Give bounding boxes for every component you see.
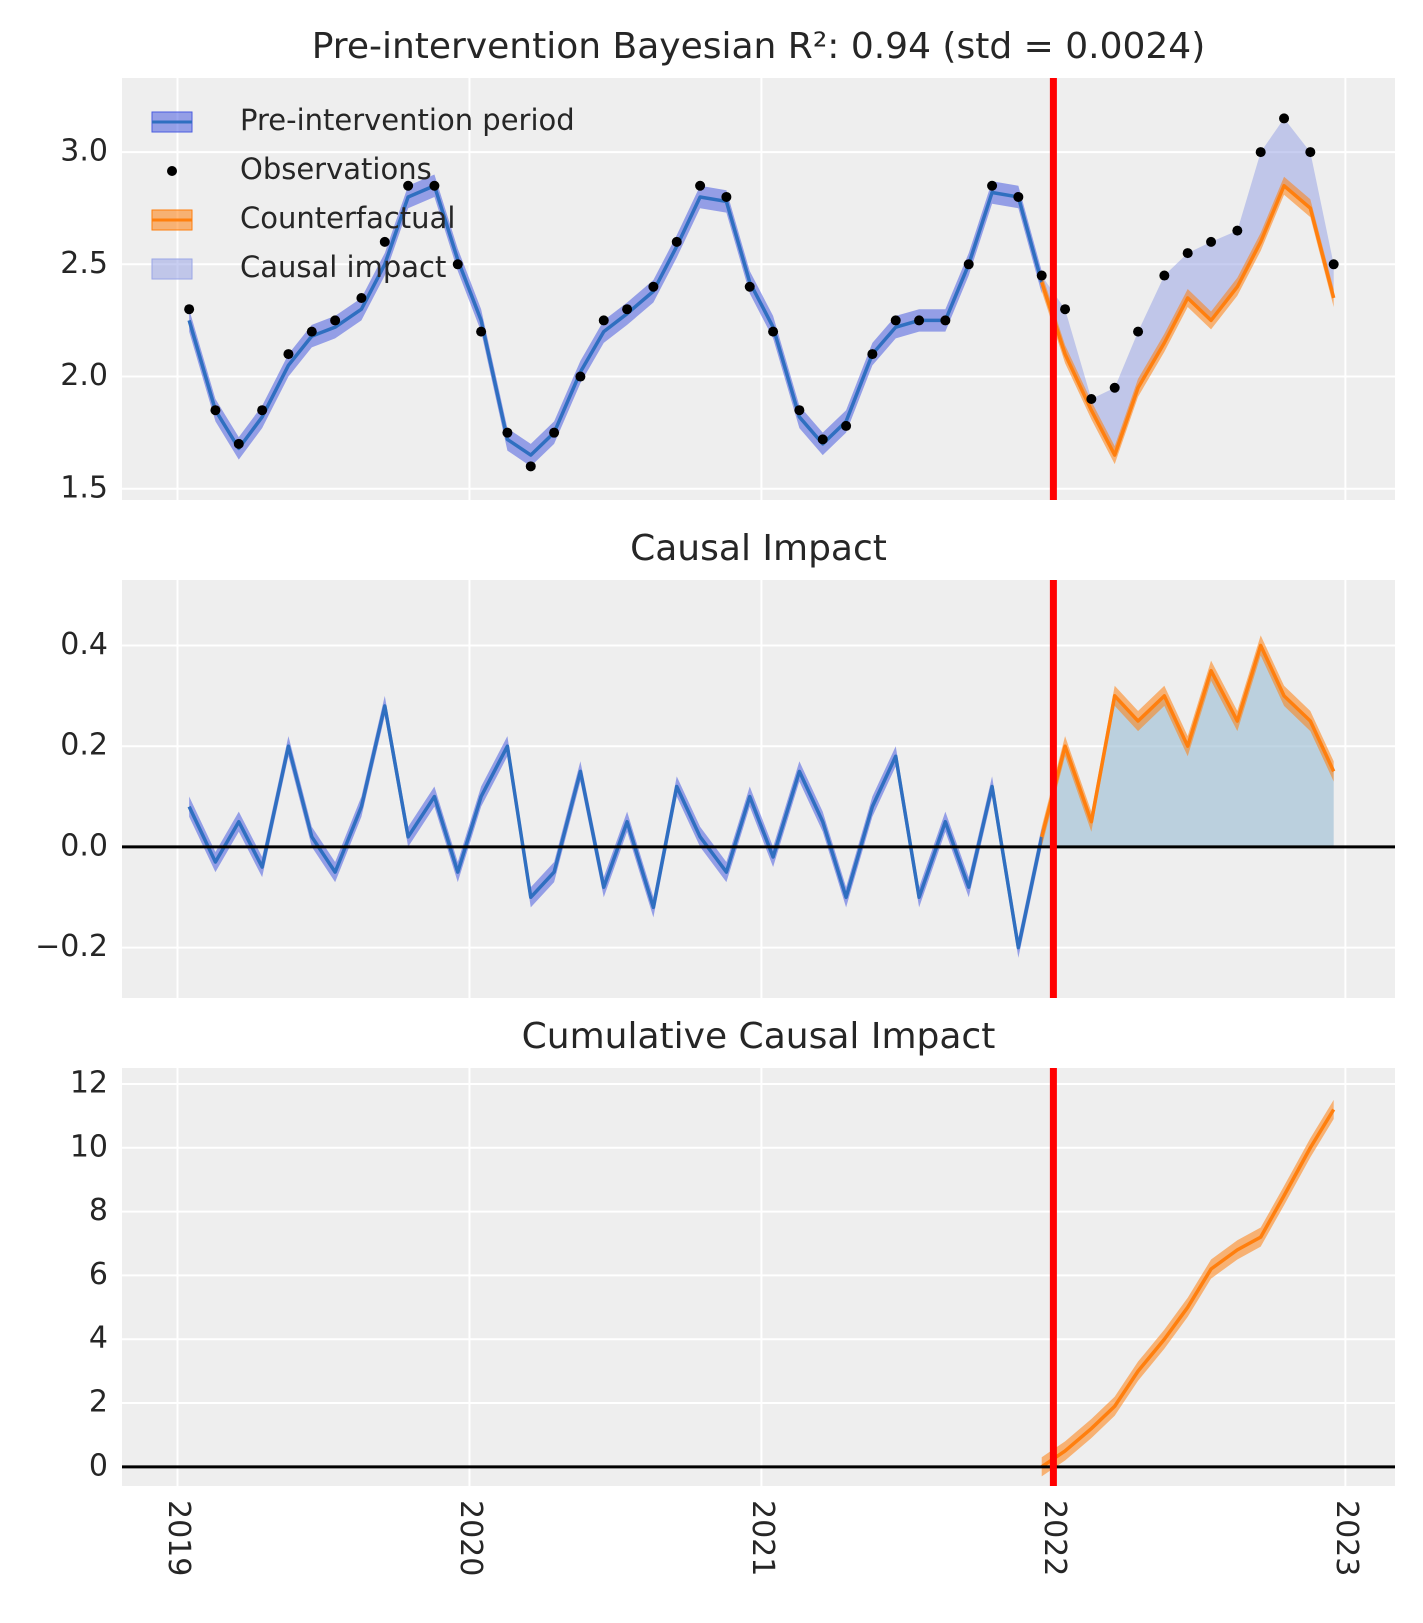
observation-point [1232,225,1243,236]
observation-point [914,315,925,326]
interval-band [1041,1099,1334,1477]
observation-point [1279,113,1290,124]
observation-point [1086,393,1097,404]
observation-point [841,420,852,431]
chart-title: Cumulative Causal Impact [522,1016,996,1057]
observation-point [1109,382,1120,393]
observation-point [429,180,440,191]
chart-title: Pre-intervention Bayesian R²: 0.94 (std … [312,26,1206,67]
series-line [1040,183,1336,457]
x-tick-label: 2019 [161,1500,196,1576]
y-tick-label: 0 [89,1448,108,1483]
observation-point [525,461,536,472]
y-tick-label: 2 [89,1385,108,1420]
y-tick-label: 0.2 [60,728,108,763]
y-tick-label: 3.0 [60,134,108,169]
observation-point [1036,270,1047,281]
y-tick-label: 6 [89,1257,108,1292]
x-tick-label: 2022 [1037,1500,1072,1576]
observation-point [1305,147,1316,158]
interval-band [1041,176,1334,465]
observation-point [721,191,732,202]
legend-label: Counterfactual [240,201,455,235]
observation-point [1060,304,1071,315]
observation-point [257,405,268,416]
observation-point [210,405,221,416]
observation-point [476,326,487,337]
legend-swatch [151,258,193,280]
observation-point [233,438,244,449]
observation-point [1182,248,1193,259]
observation-point [330,315,341,326]
y-tick-label: 1.5 [60,470,108,505]
series-line [1040,1108,1336,1469]
observation-point [452,259,463,270]
observation-point [598,315,609,326]
y-tick-label: −0.2 [35,929,108,964]
observation-point [963,259,974,270]
legend-label: Causal impact [240,250,446,284]
observation-point [768,326,779,337]
observation-point [1328,259,1339,270]
plot-content [184,113,1339,472]
series-line [1040,643,1336,838]
legend-swatch [167,166,177,176]
impact-area [1041,118,1334,456]
legend-label: Observations [240,152,432,186]
observation-point [1206,236,1217,247]
observation-point [867,349,878,360]
observation-point [1159,270,1170,281]
y-tick-label: 2.0 [60,358,108,393]
interval-band [189,174,1042,467]
series-line [187,704,1044,950]
observation-point [306,326,317,337]
observation-point [817,434,828,445]
observation-point [502,427,513,438]
observation-point [1133,326,1144,337]
y-tick-label: 0.0 [60,828,108,863]
x-tick-label: 2020 [453,1500,488,1576]
observation-point [744,281,755,292]
observation-point [283,349,294,360]
x-tick-label: 2023 [1329,1500,1364,1576]
observation-point [1013,191,1024,202]
legend-label: Pre-intervention period [240,103,575,137]
plot-content [1040,1099,1336,1477]
observation-point [184,304,195,315]
observation-point [987,180,998,191]
observation-point [695,180,706,191]
observation-point [1255,147,1266,158]
y-tick-label: 4 [89,1321,108,1356]
observation-point [575,371,586,382]
observation-point [940,315,951,326]
observation-point [671,236,682,247]
plot-content [187,635,1336,958]
y-tick-label: 0.4 [60,627,108,662]
observation-point [403,180,414,191]
chart-title: Causal Impact [630,528,887,569]
y-tick-label: 10 [70,1129,108,1164]
observation-point [622,304,633,315]
observation-point [648,281,659,292]
y-tick-label: 8 [89,1193,108,1228]
plot-area [122,1068,1395,1486]
observation-point [890,315,901,326]
observation-point [356,292,367,303]
series-line [187,183,1044,457]
x-tick-label: 2021 [745,1500,780,1576]
observation-point [794,405,805,416]
y-tick-label: 12 [70,1065,108,1100]
y-tick-label: 2.5 [60,246,108,281]
observation-point [549,427,560,438]
observation-point [379,236,390,247]
